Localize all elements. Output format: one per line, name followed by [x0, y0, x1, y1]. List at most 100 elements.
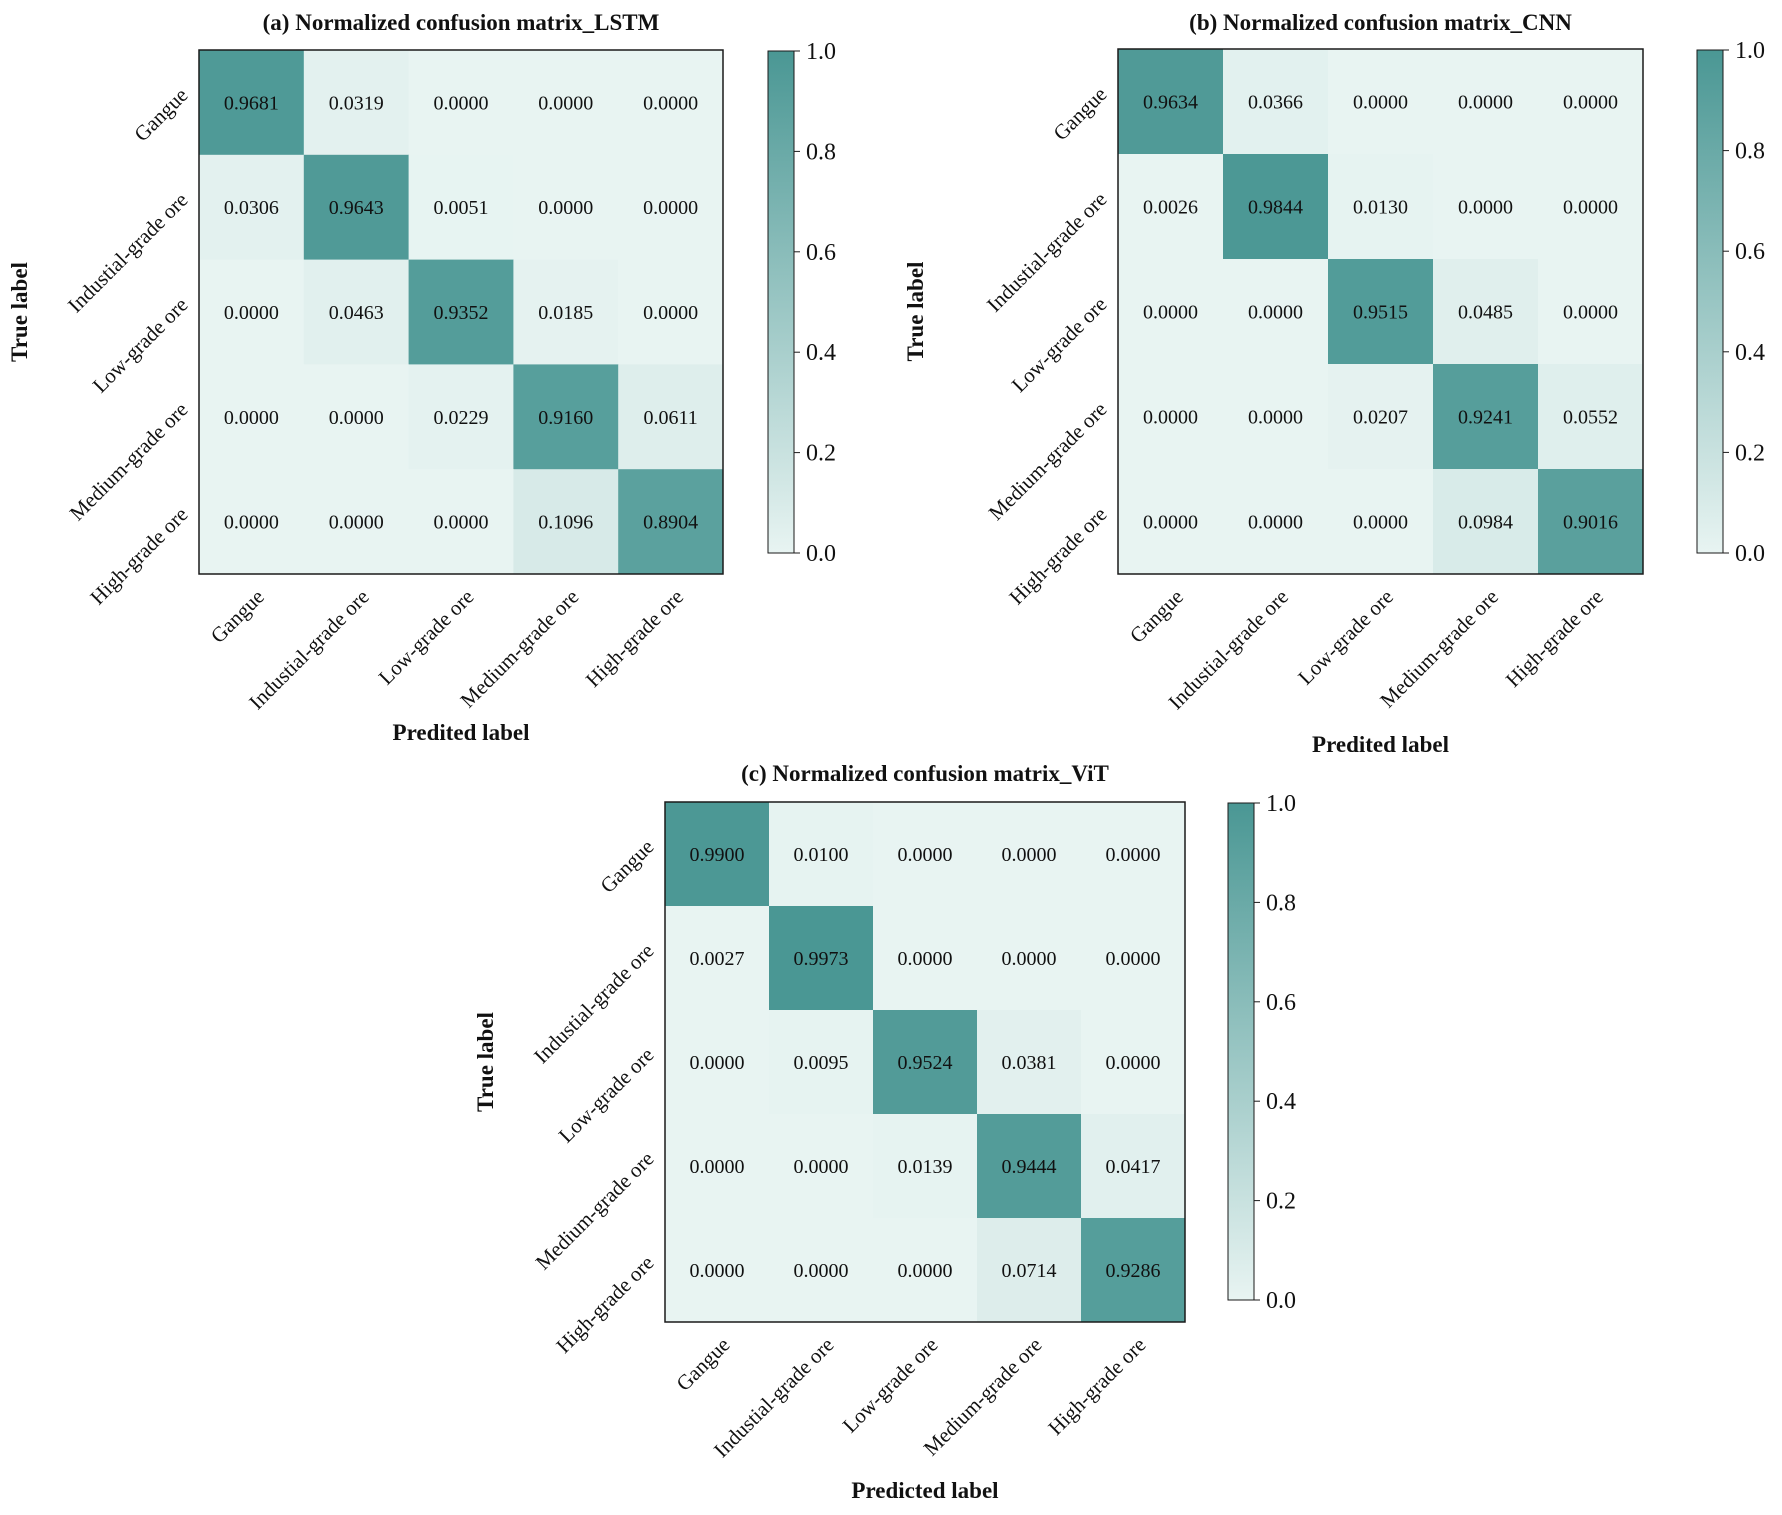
x-tick-label: Gangue	[1125, 585, 1188, 648]
x-tick-label: High-grade ore	[581, 585, 688, 692]
cell-value: 0.0714	[1002, 1260, 1057, 1282]
cell-value: 0.0000	[690, 1156, 745, 1178]
matrix-cell	[618, 364, 724, 470]
cell-value: 0.0000	[1143, 407, 1198, 429]
cell-value: 0.0000	[1143, 302, 1198, 324]
matrix-cell	[873, 1218, 978, 1323]
cell-value: 0.0552	[1563, 407, 1618, 429]
cell-value: 0.9515	[1353, 302, 1408, 324]
cell-value: 0.0000	[1106, 948, 1161, 970]
colorbar-tick-label: 0.8	[1735, 139, 1765, 165]
cell-value: 0.0229	[434, 407, 489, 429]
colorbar	[767, 50, 795, 554]
colorbar-tick-label: 0.8	[806, 139, 836, 165]
matrix-cell	[977, 1218, 1082, 1323]
x-tick-label: Low-grade ore	[838, 1333, 943, 1438]
cell-value: 0.8904	[643, 512, 698, 534]
cell-value: 0.0026	[1143, 197, 1198, 219]
cell-value: 0.0000	[1248, 512, 1303, 534]
cell-value: 0.1096	[538, 512, 593, 534]
cell-value: 0.9643	[329, 197, 384, 219]
y-tick-label: High-grade ore	[551, 1251, 658, 1358]
matrix-cell	[513, 469, 619, 575]
matrix-cell	[618, 469, 724, 575]
colorbar-tick-label: 0.6	[1266, 990, 1296, 1016]
cell-value: 0.0000	[1563, 92, 1618, 114]
cell-value: 0.0000	[1002, 844, 1057, 866]
cell-value: 0.0000	[1563, 302, 1618, 324]
y-tick-label: Low-grade ore	[554, 1043, 659, 1148]
matrix-cell	[1538, 154, 1644, 260]
matrix-cell	[1118, 259, 1224, 365]
cell-value: 0.0100	[794, 844, 849, 866]
y-axis-title: True label	[7, 262, 32, 362]
cell-value: 0.9524	[898, 1052, 953, 1074]
cell-value: 0.0000	[643, 92, 698, 114]
colorbar-tick-label: 0.4	[806, 340, 836, 366]
matrix-cell	[618, 50, 724, 156]
y-axis-title: True label	[473, 1012, 498, 1112]
matrix-cell	[1223, 259, 1329, 365]
cell-value: 0.0000	[1248, 407, 1303, 429]
colorbar-tick-label: 0.2	[1266, 1189, 1296, 1215]
matrix-cell	[1433, 154, 1539, 260]
cell-value: 0.0000	[329, 512, 384, 534]
cell-value: 0.0139	[898, 1156, 953, 1178]
cell-value: 0.0207	[1353, 407, 1408, 429]
cell-value: 0.9900	[690, 844, 745, 866]
y-tick-label: High-grade ore	[1004, 502, 1111, 609]
x-axis-title: Predicted label	[851, 1478, 998, 1503]
chart-title: (b) Normalized confusion matrix_CNN	[1189, 10, 1572, 35]
colorbar-tick-label: 1.0	[1266, 791, 1296, 817]
cell-value: 0.0000	[1106, 844, 1161, 866]
matrix-cell	[1223, 154, 1329, 260]
matrix-cell	[199, 154, 305, 261]
cell-value: 0.9634	[1143, 92, 1198, 114]
matrix-cell	[513, 259, 619, 365]
colorbar-tick-label: 0.4	[1266, 1089, 1296, 1115]
cell-value: 0.0984	[1458, 512, 1513, 534]
matrix-cell	[303, 259, 410, 365]
cell-value: 0.0000	[1106, 1052, 1161, 1074]
matrix-cell	[1433, 259, 1539, 365]
matrix-cell	[665, 802, 770, 907]
cell-value: 0.0000	[1248, 302, 1303, 324]
matrix-cell	[977, 906, 1082, 1011]
x-tick-label: High-grade ore	[1043, 1333, 1150, 1440]
panel-1: (a) Normalized confusion matrix_LSTM 0.96…	[7, 10, 836, 745]
cell-value: 0.0381	[1002, 1052, 1057, 1074]
matrix-cell	[513, 154, 619, 261]
matrix-cell	[1433, 49, 1539, 155]
matrix-cell	[977, 1114, 1082, 1219]
matrix-cell	[1328, 364, 1434, 470]
colorbar-tick-label: 0.6	[1735, 239, 1765, 265]
matrix-cell	[665, 1114, 770, 1219]
matrix-cell	[665, 1218, 770, 1323]
cell-value: 0.0000	[898, 1260, 953, 1282]
cell-value: 0.0130	[1353, 197, 1408, 219]
colorbar-tick-label: 0.0	[1266, 1288, 1296, 1314]
cell-value: 0.9286	[1106, 1260, 1161, 1282]
colorbar-tick-label: 0.8	[1266, 890, 1296, 916]
matrix-cell	[1433, 364, 1539, 470]
y-axis-title: True label	[903, 262, 928, 362]
matrix-cell	[1328, 49, 1434, 155]
matrix-cell	[1328, 469, 1434, 575]
cell-value: 0.0051	[434, 197, 489, 219]
matrix-cell	[303, 50, 410, 156]
matrix-cell	[408, 154, 514, 261]
cell-value: 0.0366	[1248, 92, 1303, 114]
cell-value: 0.0000	[1143, 512, 1198, 534]
x-axis-title: Predited label	[1312, 732, 1449, 757]
matrix-cell	[1118, 364, 1224, 470]
matrix-cell	[303, 364, 410, 470]
matrix-cell	[1081, 906, 1186, 1011]
x-axis-title: Predited label	[393, 720, 530, 745]
matrix-cell	[408, 259, 514, 365]
matrix-cell	[1223, 49, 1329, 155]
matrix-cell	[1538, 364, 1644, 470]
matrix-cell	[873, 802, 978, 907]
matrix-frame	[1117, 48, 1644, 575]
y-tick-label: Gangue	[129, 83, 192, 146]
